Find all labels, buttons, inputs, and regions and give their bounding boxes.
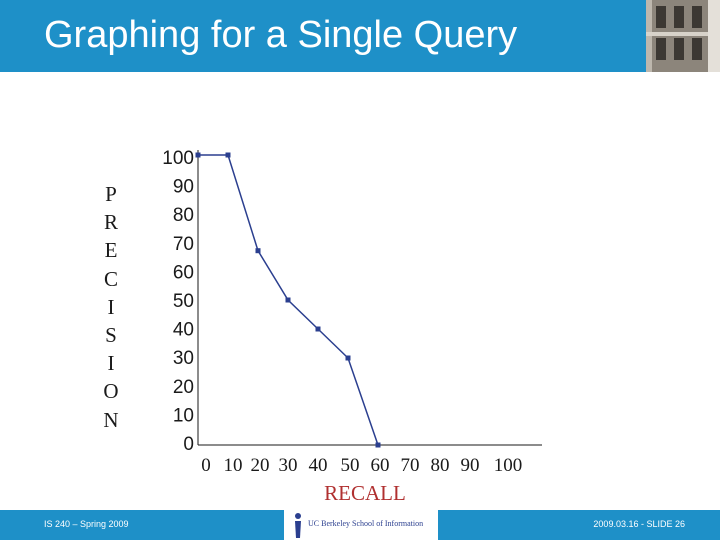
data-point — [285, 297, 291, 303]
logo-text: UC Berkeley School of Information — [308, 519, 424, 528]
x-tick-label: 20 — [251, 455, 270, 476]
y-axis-label-letter: C — [103, 266, 118, 291]
school-logo: UC Berkeley School of Information — [284, 510, 438, 540]
y-axis-label-letter: R — [103, 210, 118, 235]
data-point — [255, 248, 261, 254]
x-tick-label: 80 — [431, 455, 450, 476]
y-tick-label: 20 — [173, 377, 194, 398]
data-point — [345, 355, 351, 361]
y-tick-label: 100 — [162, 148, 194, 169]
x-tick-label: 10 — [224, 455, 243, 476]
slide-title: Graphing for a Single Query — [44, 14, 518, 56]
y-tick-label: 50 — [173, 291, 194, 312]
y-tick-label: 10 — [173, 405, 194, 426]
x-tick-label: 100 — [494, 455, 523, 476]
y-tick-label: 30 — [173, 348, 194, 369]
x-tick-label: 30 — [279, 455, 298, 476]
data-point — [225, 152, 231, 158]
x-tick-label: 90 — [461, 455, 480, 476]
y-axis-label-letter: I — [107, 294, 115, 319]
y-axis-label-letter: P — [105, 182, 117, 206]
y-tick-label: 90 — [173, 177, 194, 198]
y-tick-label: 70 — [173, 234, 194, 255]
y-axis-label: P R E C I S I O N — [98, 180, 124, 434]
y-tick-label: 80 — [173, 205, 194, 226]
data-point — [375, 442, 381, 448]
y-axis-label-letter: O — [103, 379, 119, 404]
x-tick-label: 0 — [201, 455, 211, 476]
y-axis-label-letter: N — [103, 407, 119, 432]
x-tick-label: 60 — [371, 455, 390, 476]
footer-bar: IS 240 – Spring 2009 UC Berkeley School … — [0, 510, 720, 540]
slide-number: 2009.03.16 - SLIDE 26 — [593, 519, 685, 529]
y-axis-label-letter: I — [107, 351, 115, 376]
ischool-logo-icon — [295, 513, 301, 538]
data-point — [315, 326, 321, 332]
x-tick-label: 70 — [401, 455, 420, 476]
data-point — [195, 152, 201, 158]
building-photo — [646, 0, 720, 72]
x-axis-label: RECALL — [324, 481, 406, 505]
y-tick-label: 0 — [183, 434, 194, 455]
x-tick-label: 50 — [341, 455, 360, 476]
y-tick-label: 60 — [173, 262, 194, 283]
x-tick-label: 40 — [309, 455, 328, 476]
y-tick-label: 40 — [173, 320, 194, 341]
y-axis-label-letter: E — [104, 238, 118, 263]
course-label: IS 240 – Spring 2009 — [44, 519, 129, 529]
y-axis-label-letter: S — [105, 323, 117, 348]
title-bar: Graphing for a Single Query — [0, 0, 720, 72]
